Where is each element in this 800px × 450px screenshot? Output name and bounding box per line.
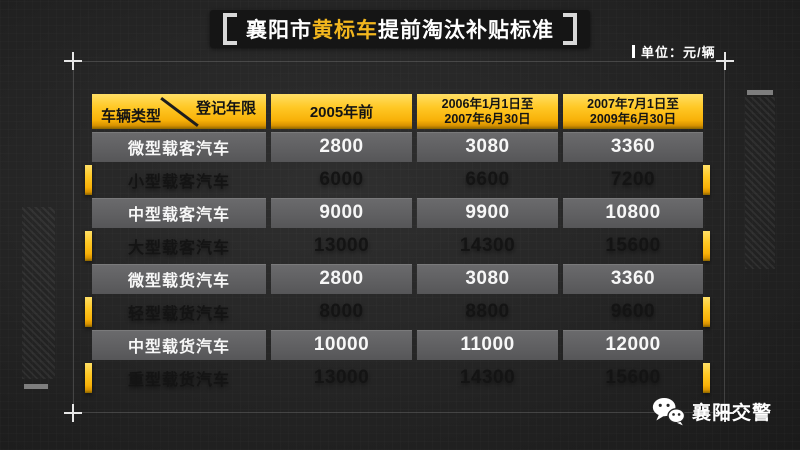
subsidy-value-cell: 3360 [563, 264, 703, 294]
table-row: 微型载客汽车 2800 3080 3360 [92, 132, 703, 162]
subsidy-value-cell: 6000 [319, 169, 364, 190]
subsidy-value-cell: 3080 [417, 132, 558, 162]
vehicle-type-cell: 中型载货汽车 [92, 330, 266, 360]
subsidy-value-cell: 9600 [563, 297, 710, 327]
subsidy-value-cell: 15600 [563, 231, 710, 261]
vehicle-type-cell: 微型载货汽车 [92, 264, 266, 294]
subsidy-value-cell: 13000 [313, 235, 370, 256]
table-row: 小型载客汽车 6000 6600 7200 [85, 165, 710, 195]
crosshair-icon [716, 404, 734, 422]
dash-mark-left [24, 384, 48, 389]
unit-bar-icon [632, 45, 635, 58]
subsidy-value-cell: 9000 [271, 198, 412, 228]
subsidy-value-cell: 8000 [319, 301, 364, 322]
table-row: 重型载货汽车 13000 14300 15600 [85, 363, 710, 393]
page-title-text: 襄阳市黄标车提前淘汰补贴标准 [246, 14, 554, 44]
vehicle-type-cell: 大型载客汽车 [85, 231, 266, 261]
subsidy-value-cell: 8800 [465, 301, 510, 322]
header-col-2006-2007: 2006年1月1日至 2007年6月30日 [417, 94, 558, 129]
subsidy-value-cell: 2800 [271, 264, 412, 294]
table-row: 微型载货汽车 2800 3080 3360 [92, 264, 703, 294]
subsidy-value-cell: 11000 [417, 330, 558, 360]
subsidy-table: 车辆类型 登记年限 2005年前 2006年1月1日至 2007年6月30日 2… [85, 94, 710, 393]
subsidy-value-cell: 15600 [563, 363, 710, 393]
unit-label: 单位：元/辆 [632, 42, 716, 61]
crosshair-icon [64, 404, 82, 422]
table-row: 大型载客汽车 13000 14300 15600 [85, 231, 710, 261]
vehicle-type-cell: 轻型载货汽车 [85, 297, 266, 327]
account-name: 襄阳交警 [692, 402, 773, 424]
vehicle-type-cell: 微型载客汽车 [92, 132, 266, 162]
bracket-left-icon [223, 13, 237, 45]
subsidy-value-cell: 3080 [417, 264, 558, 294]
title-highlight: 黄标车 [312, 19, 378, 42]
subsidy-value-cell: 2800 [271, 132, 412, 162]
subsidy-value-cell: 9900 [417, 198, 558, 228]
diagonal-divider [160, 96, 199, 128]
table-header-row: 车辆类型 登记年限 2005年前 2006年1月1日至 2007年6月30日 2… [92, 94, 703, 129]
hatch-texture-left [22, 207, 55, 379]
col-axis-label: 登记年限 [195, 100, 256, 117]
unit-text: 单位：元/辆 [641, 45, 716, 60]
hatch-texture-right [745, 97, 775, 269]
title-suffix: 提前淘汰补贴标准 [378, 19, 554, 42]
header-col-2007-2009: 2007年7月1日至 2009年6月30日 [563, 94, 703, 129]
subsidy-value-cell: 10800 [563, 198, 703, 228]
vehicle-type-cell: 中型载客汽车 [92, 198, 266, 228]
row-axis-label: 车辆类型 [101, 108, 162, 125]
subsidy-value-cell: 14300 [459, 235, 516, 256]
header-corner-cell: 车辆类型 登记年限 [92, 94, 266, 129]
subsidy-value-cell: 10000 [271, 330, 412, 360]
bracket-right-icon [563, 13, 577, 45]
dash-mark-right [747, 90, 773, 95]
subsidy-value-cell: 6600 [465, 169, 510, 190]
subsidy-value-cell: 12000 [563, 330, 703, 360]
subsidy-value-cell: 13000 [313, 367, 370, 388]
wechat-icon [652, 397, 685, 426]
subsidy-value-cell: 14300 [459, 367, 516, 388]
crosshair-icon [716, 52, 734, 70]
table-row: 中型载货汽车 10000 11000 12000 [92, 330, 703, 360]
table-row: 轻型载货汽车 8000 8800 9600 [85, 297, 710, 327]
table-row: 中型载客汽车 9000 9900 10800 [92, 198, 703, 228]
title-prefix: 襄阳市 [246, 19, 312, 42]
subsidy-table-body: 微型载客汽车 2800 3080 3360 小型载客汽车 6000 6600 7… [85, 132, 710, 393]
header-col-2005: 2005年前 [271, 94, 412, 129]
vehicle-type-cell: 小型载客汽车 [85, 165, 266, 195]
vehicle-type-cell: 重型载货汽车 [85, 363, 266, 393]
subsidy-value-cell: 3360 [563, 132, 703, 162]
wechat-account-badge: 襄阳交警 [652, 396, 772, 426]
crosshair-icon [64, 52, 82, 70]
subsidy-value-cell: 7200 [563, 165, 710, 195]
decorative-frame [64, 52, 734, 422]
page-title: 襄阳市黄标车提前淘汰补贴标准 [210, 10, 590, 48]
